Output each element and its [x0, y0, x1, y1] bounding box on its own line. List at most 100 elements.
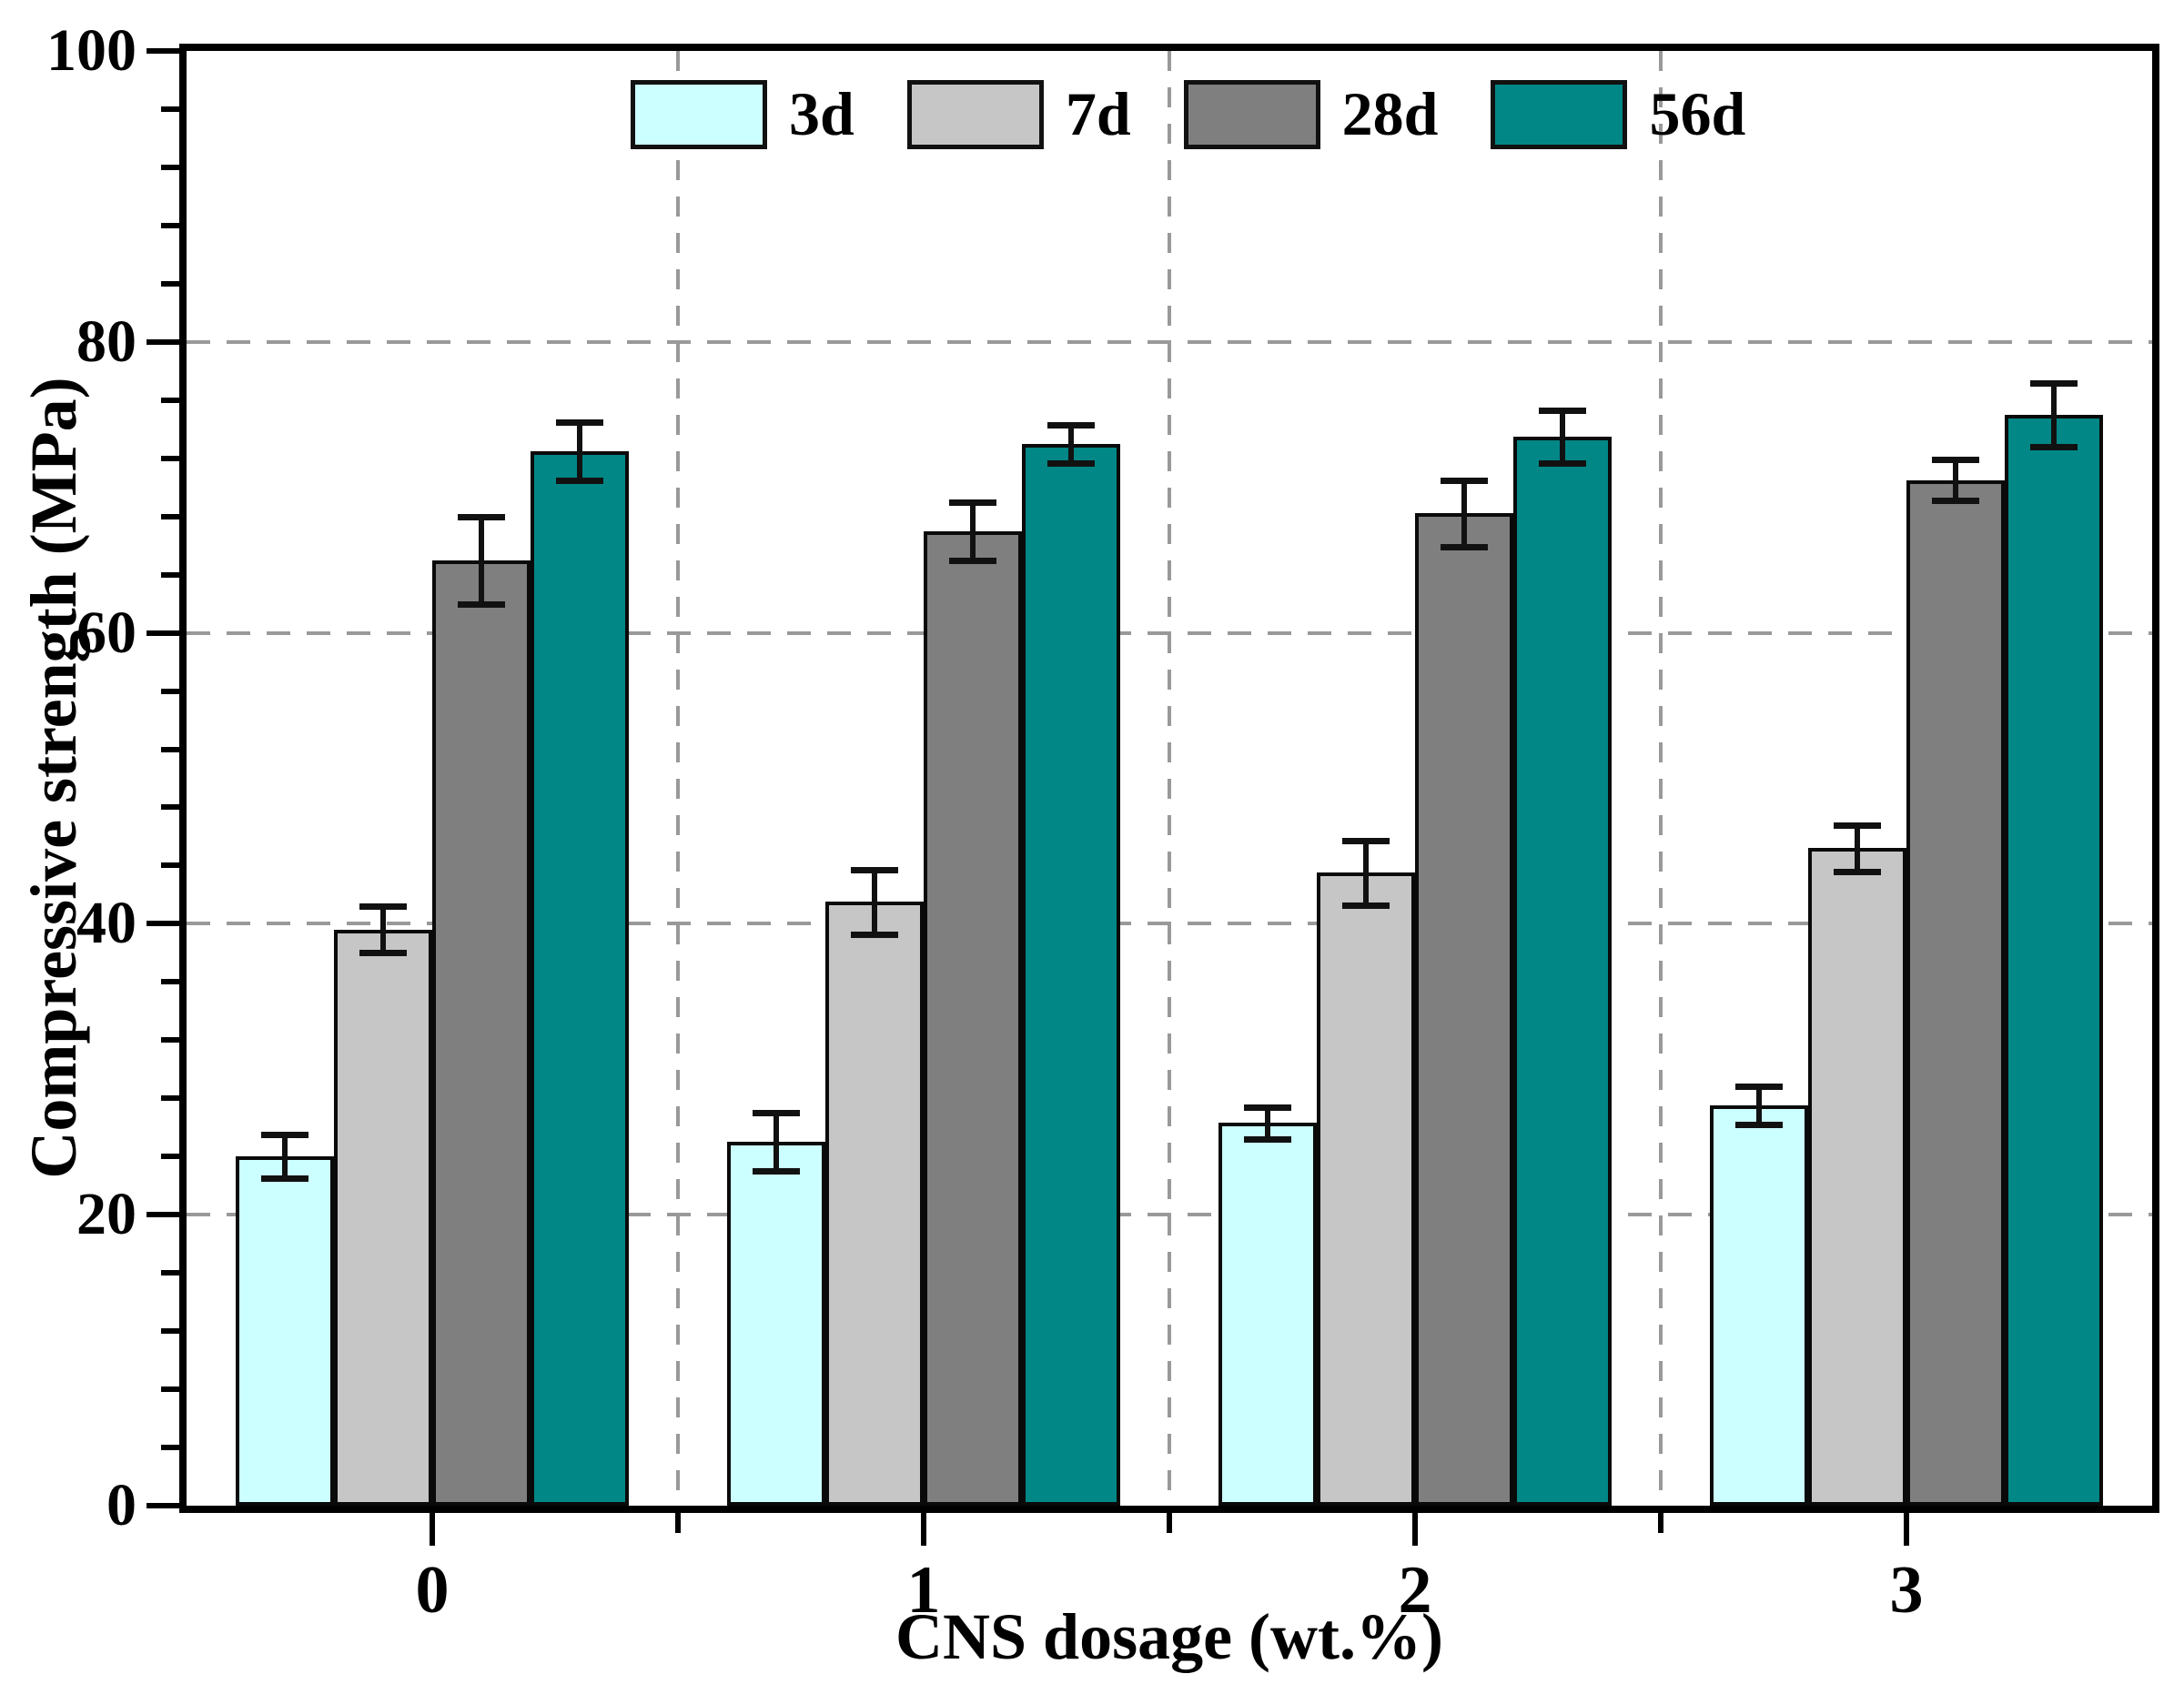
y-axis-title: Compressive strength (MPa): [17, 377, 90, 1179]
x-major-tick: [1412, 1513, 1418, 1546]
error-cap-top: [1244, 1104, 1291, 1111]
error-cap-bottom: [359, 950, 407, 957]
error-bar-28d-group1: [970, 501, 976, 560]
bar-3d-group0: [236, 1156, 334, 1506]
y-major-tick: [147, 1503, 179, 1508]
x-category-label-1: 1: [906, 1553, 941, 1628]
x-category-label-2: 2: [1398, 1553, 1432, 1628]
error-cap-top: [1342, 838, 1390, 845]
x-minor-tick: [675, 1513, 681, 1533]
bar-7d-group1: [825, 902, 924, 1506]
error-cap-bottom: [1047, 459, 1095, 467]
error-cap-bottom: [1342, 902, 1390, 909]
error-cap-top: [1539, 407, 1586, 414]
error-cap-bottom: [261, 1175, 308, 1183]
bar-28d-group1: [924, 530, 1022, 1506]
legend-item-56d: 56d: [1491, 78, 1745, 150]
x-category-label-3: 3: [1889, 1553, 1924, 1628]
error-cap-top: [458, 513, 505, 520]
x-gridline-boundary-3: [1659, 51, 1663, 1506]
legend-label-3d: 3d: [789, 79, 854, 148]
bar-3d-group2: [1218, 1123, 1317, 1506]
y-major-tick: [147, 48, 179, 54]
y-minor-tick: [161, 1154, 179, 1160]
y-major-tick: [147, 1212, 179, 1218]
y-minor-tick: [161, 688, 179, 694]
error-cap-top: [851, 867, 898, 874]
y-tick-label-40: 40: [76, 890, 136, 957]
error-bar-3d-group2: [1265, 1106, 1270, 1140]
x-minor-tick: [1167, 1513, 1172, 1533]
y-minor-tick: [161, 1095, 179, 1102]
error-bar-3d-group1: [774, 1113, 779, 1172]
bar-7d-group2: [1317, 872, 1415, 1506]
error-bar-56d-group0: [577, 421, 582, 480]
y-minor-tick: [161, 106, 179, 112]
error-bar-3d-group0: [282, 1134, 288, 1179]
legend-swatch-28d: [1183, 79, 1320, 149]
error-bar-7d-group0: [380, 906, 386, 953]
y-minor-tick: [161, 222, 179, 228]
x-major-tick: [1904, 1513, 1909, 1546]
error-cap-top: [1932, 457, 1979, 464]
y-minor-tick: [161, 1270, 179, 1276]
error-cap-bottom: [1244, 1136, 1291, 1144]
legend-item-3d: 3d: [631, 78, 854, 150]
bar-28d-group3: [1906, 479, 2005, 1506]
error-cap-bottom: [1735, 1122, 1783, 1129]
y-tick-label-80: 80: [76, 308, 136, 375]
bar-7d-group0: [334, 929, 432, 1506]
bar-3d-group1: [727, 1142, 825, 1506]
bar-28d-group2: [1415, 513, 1513, 1506]
error-cap-bottom: [2030, 443, 2078, 450]
error-cap-top: [753, 1110, 800, 1117]
y-minor-tick: [161, 1445, 179, 1451]
bar-56d-group1: [1022, 443, 1120, 1506]
x-major-tick: [921, 1513, 926, 1546]
legend-label-56d: 56d: [1649, 79, 1746, 148]
legend-swatch-56d: [1491, 79, 1628, 149]
y-major-tick: [147, 630, 179, 636]
bar-56d-group0: [531, 450, 629, 1506]
y-minor-tick: [161, 513, 179, 519]
error-bar-56d-group3: [2051, 382, 2057, 447]
x-axis-title: CNS dosage (wt.%): [895, 1600, 1443, 1673]
y-minor-tick: [161, 862, 179, 869]
error-bar-7d-group3: [1855, 824, 1860, 872]
error-cap-bottom: [1932, 498, 1979, 505]
legend-swatch-7d: [906, 79, 1044, 149]
bar-56d-group3: [2005, 414, 2103, 1506]
legend: 3d 7d 28d 56d: [631, 78, 1745, 150]
plot-area: 3d 7d 28d 56d 0 20 40 60 80 100 0 1 2 3: [46, 17, 2159, 1628]
y-minor-tick: [161, 455, 179, 461]
error-cap-top: [1735, 1084, 1783, 1091]
error-bar-28d-group2: [1461, 479, 1467, 548]
y-tick-label-100: 100: [46, 17, 136, 84]
bar-7d-group3: [1808, 848, 1906, 1506]
error-bar-28d-group3: [1953, 459, 1958, 501]
error-bar-56d-group2: [1560, 409, 1565, 463]
bar-3d-group3: [1710, 1105, 1808, 1506]
error-cap-bottom: [949, 557, 996, 564]
y-minor-tick: [161, 1328, 179, 1335]
x-gridline-boundary-1: [676, 51, 680, 1506]
x-minor-tick: [1658, 1513, 1663, 1533]
error-cap-top: [359, 903, 407, 911]
x-gridline-boundary-2: [1168, 51, 1171, 1506]
error-cap-bottom: [556, 477, 603, 484]
x-major-tick: [430, 1513, 435, 1546]
error-cap-bottom: [1539, 459, 1586, 467]
error-bar-56d-group1: [1068, 424, 1074, 463]
y-minor-tick: [161, 979, 179, 985]
error-cap-top: [261, 1132, 308, 1139]
error-cap-bottom: [458, 600, 505, 608]
y-major-tick: [147, 921, 179, 927]
y-tick-label-60: 60: [76, 599, 136, 666]
y-minor-tick: [161, 746, 179, 752]
y-minor-tick: [161, 164, 179, 170]
y-minor-tick: [161, 804, 179, 811]
error-bar-7d-group2: [1363, 841, 1369, 905]
y-major-tick: [147, 338, 179, 345]
error-cap-bottom: [851, 931, 898, 938]
y-minor-tick: [161, 280, 179, 287]
